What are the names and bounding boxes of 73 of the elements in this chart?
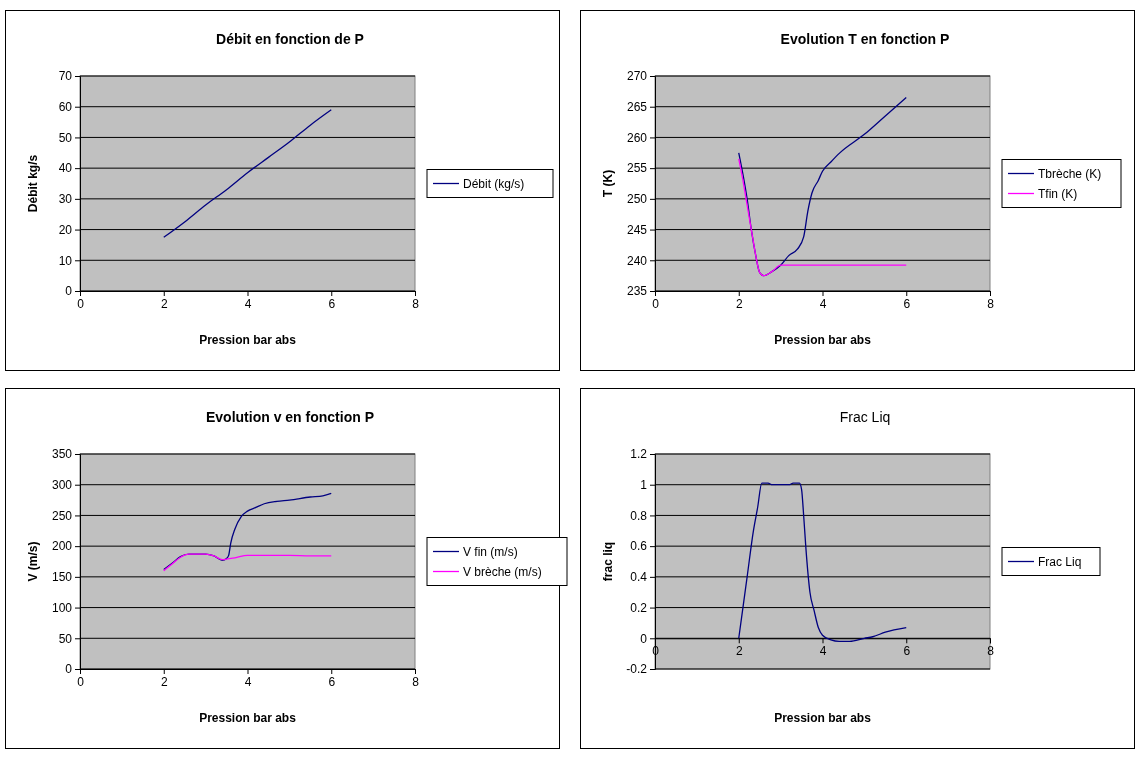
legend-label: Débit (kg/s) — [463, 176, 525, 191]
y-tick-label: 270 — [626, 69, 648, 84]
x-tick-label: 8 — [412, 296, 420, 311]
y-tick-label: 0.4 — [630, 570, 648, 585]
y-tick-label: 250 — [626, 192, 648, 207]
y-tick-label: 245 — [626, 222, 648, 237]
y-tick-label: 0.6 — [630, 539, 648, 554]
x-tick-label: 6 — [328, 296, 336, 311]
x-tick-label: 6 — [903, 643, 911, 658]
x-axis-title: Pression bar abs — [774, 711, 872, 725]
y-axis-title: V (m/s) — [26, 541, 40, 582]
y-axis-title: T (K) — [601, 169, 615, 198]
x-tick-label: 2 — [735, 296, 743, 311]
x-tick-label: 8 — [987, 296, 995, 311]
y-tick-label: 235 — [626, 284, 648, 299]
y-tick-label: 50 — [58, 130, 73, 145]
x-tick-label: 4 — [819, 643, 827, 658]
x-tick-label: 0 — [652, 296, 660, 311]
y-tick-label: -0.2 — [626, 662, 648, 677]
x-tick-label: 4 — [244, 674, 252, 689]
line-series — [738, 482, 907, 643]
x-tick-label: 2 — [160, 296, 168, 311]
y-tick-label: 260 — [626, 130, 648, 145]
legend-label: V brèche (m/s) — [463, 564, 542, 579]
y-tick-label: 0 — [65, 284, 73, 299]
y-tick-label: 200 — [51, 539, 73, 554]
x-tick-label: 8 — [987, 643, 995, 658]
x-tick-label: 6 — [328, 674, 336, 689]
legend-label: Tbrèche (K) — [1038, 166, 1102, 181]
x-axis-title: Pression bar abs — [199, 333, 297, 347]
y-axis-title: frac liq — [601, 541, 615, 582]
legend-label: Frac Liq — [1038, 554, 1082, 569]
chart-title: Frac Liq — [839, 409, 891, 425]
legend-label: V fin (m/s) — [463, 544, 518, 559]
y-tick-label: 1 — [640, 478, 648, 493]
y-tick-label: 265 — [626, 100, 648, 115]
x-tick-label: 4 — [244, 296, 252, 311]
y-tick-label: 240 — [626, 253, 648, 268]
y-tick-label: 1.2 — [630, 447, 648, 462]
y-tick-label: 60 — [58, 100, 73, 115]
y-tick-label: 30 — [58, 192, 73, 207]
y-tick-label: 0.8 — [630, 508, 648, 523]
x-tick-label: 2 — [160, 674, 168, 689]
chart-title: Evolution v en fonction P — [206, 409, 374, 425]
x-tick-label: 6 — [903, 296, 911, 311]
y-axis-title: Débit kg/s — [26, 154, 40, 213]
y-tick-label: 0 — [65, 662, 73, 677]
line-series — [163, 553, 332, 572]
y-tick-label: 40 — [58, 161, 73, 176]
chart-title: Débit en fonction de P — [216, 31, 364, 47]
x-tick-label: 0 — [77, 296, 85, 311]
y-tick-label: 20 — [58, 222, 73, 237]
x-axis-title: Pression bar abs — [199, 711, 297, 725]
y-tick-label: 350 — [51, 447, 73, 462]
x-tick-label: 2 — [735, 643, 743, 658]
y-tick-label: 10 — [58, 253, 73, 268]
y-tick-label: 100 — [51, 600, 73, 615]
legend-label: Tfin (K) — [1038, 186, 1078, 201]
y-tick-label: 0 — [640, 631, 648, 646]
y-tick-label: 150 — [51, 570, 73, 585]
y-tick-label: 0.2 — [630, 600, 648, 615]
x-tick-label: 4 — [819, 296, 827, 311]
x-tick-label: 8 — [412, 674, 420, 689]
y-tick-label: 255 — [626, 161, 648, 176]
y-tick-label: 300 — [51, 478, 73, 493]
y-tick-label: 50 — [58, 631, 73, 646]
x-tick-label: 0 — [77, 674, 85, 689]
y-tick-label: 70 — [58, 69, 73, 84]
line-series — [738, 158, 907, 277]
x-axis-title: Pression bar abs — [774, 333, 872, 347]
chart-title: Evolution T en fonction P — [780, 31, 950, 47]
y-tick-label: 250 — [51, 508, 73, 523]
line-series — [163, 109, 332, 238]
